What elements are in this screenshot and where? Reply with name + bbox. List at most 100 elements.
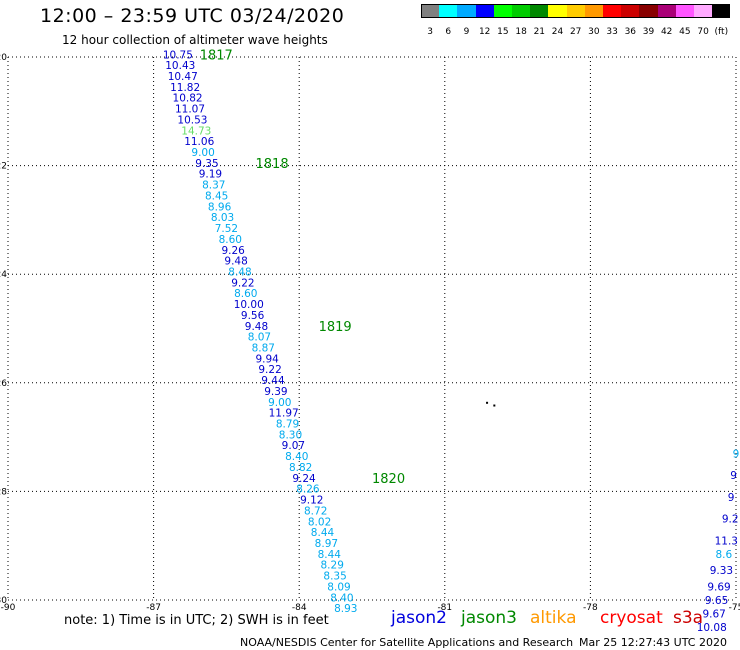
- land-dot: [493, 404, 496, 407]
- colorbar-swatch: [530, 4, 549, 18]
- legend-jason2: jason2: [391, 608, 447, 628]
- wave-height-value: 8.87: [252, 343, 275, 355]
- colorbar-swatch: [621, 4, 640, 18]
- colorbar-label: 42: [660, 27, 673, 37]
- wave-height-value: 8.35: [323, 571, 346, 583]
- colorbar-swatch: [675, 4, 694, 18]
- wave-height-value: 8.40: [330, 592, 353, 604]
- colorbar-label: 45: [679, 27, 691, 37]
- colorbar-label: 24: [551, 27, 564, 37]
- colorbar-label: 9: [463, 27, 470, 37]
- wave-height-value: 8.48: [228, 266, 251, 278]
- wave-height-value: 9.22: [258, 364, 281, 376]
- wave-height-value: 9.44: [261, 375, 285, 387]
- wave-height-value: 8.07: [248, 332, 271, 344]
- colorbar-label: 3: [427, 27, 433, 37]
- wave-height-value: 9.39: [264, 386, 287, 398]
- wave-height-value: 9.69: [707, 581, 730, 593]
- legend-s3a: s3a: [673, 608, 704, 628]
- wave-height-value: 9.26: [221, 245, 245, 257]
- wave-height-value: 9: [733, 448, 740, 460]
- wave-height-value: 9.00: [268, 397, 291, 409]
- wave-height-value: 9.67: [702, 609, 725, 621]
- colorbar-label: 33: [606, 27, 618, 37]
- wave-height-value: 8.40: [285, 451, 308, 463]
- generation-timestamp: Mar 25 12:27:43 UTC 2020: [579, 636, 727, 649]
- wave-height-value: 8.30: [279, 429, 302, 441]
- wave-height-value: 14.73: [181, 125, 211, 137]
- colorbar-swatch: [421, 4, 440, 18]
- wave-height-value: 8.6: [716, 549, 733, 561]
- wave-height-value: 10.00: [234, 299, 264, 311]
- legend-cryosat: cryosat: [600, 608, 663, 628]
- wave-height-value: 9.48: [245, 321, 268, 333]
- orbit-number-label: 1817: [200, 48, 233, 63]
- wave-height-value: 8.03: [211, 212, 234, 224]
- wave-height-value: 8.44: [318, 549, 342, 561]
- wave-height-value: 10.43: [165, 60, 195, 72]
- wave-height-value: 10.82: [173, 93, 203, 105]
- x-tick-label: -81: [437, 603, 452, 613]
- colorbar-swatch: [639, 4, 658, 18]
- y-tick-label: -20: [0, 53, 7, 63]
- wave-height-value: 9.56: [241, 310, 265, 322]
- colorbar-swatch: [457, 4, 476, 18]
- orbit-number-label: 1818: [256, 157, 289, 172]
- colorbar-swatch: [493, 4, 512, 18]
- wave-height-value: 9.12: [300, 495, 323, 507]
- wave-height-value: 8.37: [202, 180, 225, 192]
- colorbar-swatch: [512, 4, 531, 18]
- wave-height-value: 9.24: [292, 473, 316, 485]
- colorbar-swatch: [694, 4, 713, 18]
- colorbar-swatch: [603, 4, 622, 18]
- legend-altika: altika: [530, 608, 577, 628]
- colorbar-swatch: [712, 4, 731, 18]
- colorbar-label: 21: [533, 27, 546, 37]
- credit-text: NOAA/NESDIS Center for Satellite Applica…: [240, 636, 574, 649]
- wave-height-value: 8.97: [315, 538, 338, 550]
- wave-height-value: 9.65: [705, 595, 728, 607]
- wave-height-value: 9.94: [255, 353, 279, 365]
- wave-height-value: 8.82: [289, 462, 312, 474]
- wave-height-value: 10.75: [163, 49, 193, 61]
- wave-height-value: 9: [730, 470, 737, 482]
- wave-height-value: 9.00: [191, 147, 214, 159]
- colorbar-label: 27: [569, 27, 582, 37]
- footer-note: note: 1) Time is in UTC; 2) SWH is in fe…: [64, 613, 329, 628]
- wave-height-value: 9.33: [710, 565, 733, 577]
- wave-height-value: 9.35: [195, 158, 218, 170]
- colorbar-swatch: [566, 4, 585, 18]
- wave-height-value: 11.06: [184, 136, 214, 148]
- wave-height-value: 8.60: [219, 234, 242, 246]
- x-tick-label: -75: [729, 603, 740, 613]
- wave-height-value: 8.79: [276, 419, 299, 431]
- colorbar-frame: [421, 4, 731, 18]
- chart-subtitle: 12 hour collection of altimeter wave hei…: [62, 33, 328, 47]
- colorbar-label: 18: [515, 27, 527, 37]
- y-tick-label: -22: [0, 162, 7, 172]
- wave-height-value: 8.45: [205, 190, 228, 202]
- wave-height-value: 10.53: [177, 114, 207, 126]
- y-tick-label: -30: [0, 596, 7, 606]
- wave-height-value: 9: [728, 492, 735, 504]
- wave-height-value: 11.3: [715, 535, 738, 547]
- colorbar-label: 6: [445, 27, 452, 37]
- colorbar-swatch: [548, 4, 567, 18]
- wave-height-value: 9.07: [282, 440, 305, 452]
- wave-height-value: 9.2: [722, 514, 739, 526]
- wave-height-value: 8.29: [321, 560, 344, 572]
- colorbar-swatch: [439, 4, 458, 18]
- y-tick-label: -26: [0, 379, 7, 389]
- colorbar-swatch: [584, 4, 603, 18]
- wave-height-value: 8.02: [308, 516, 331, 528]
- wave-height-value: 8.93: [334, 603, 357, 615]
- wave-height-value: 8.09: [327, 581, 350, 593]
- x-tick-label: -78: [583, 603, 598, 613]
- wave-height-value: 8.26: [296, 484, 320, 496]
- colorbar-label: 30: [588, 27, 600, 37]
- y-tick-label: -24: [0, 270, 7, 280]
- colorbar-label: 39: [642, 27, 655, 37]
- x-tick-label: -84: [292, 603, 307, 613]
- orbit-number-label: 1819: [319, 320, 352, 335]
- colorbar-label: 36: [624, 27, 637, 37]
